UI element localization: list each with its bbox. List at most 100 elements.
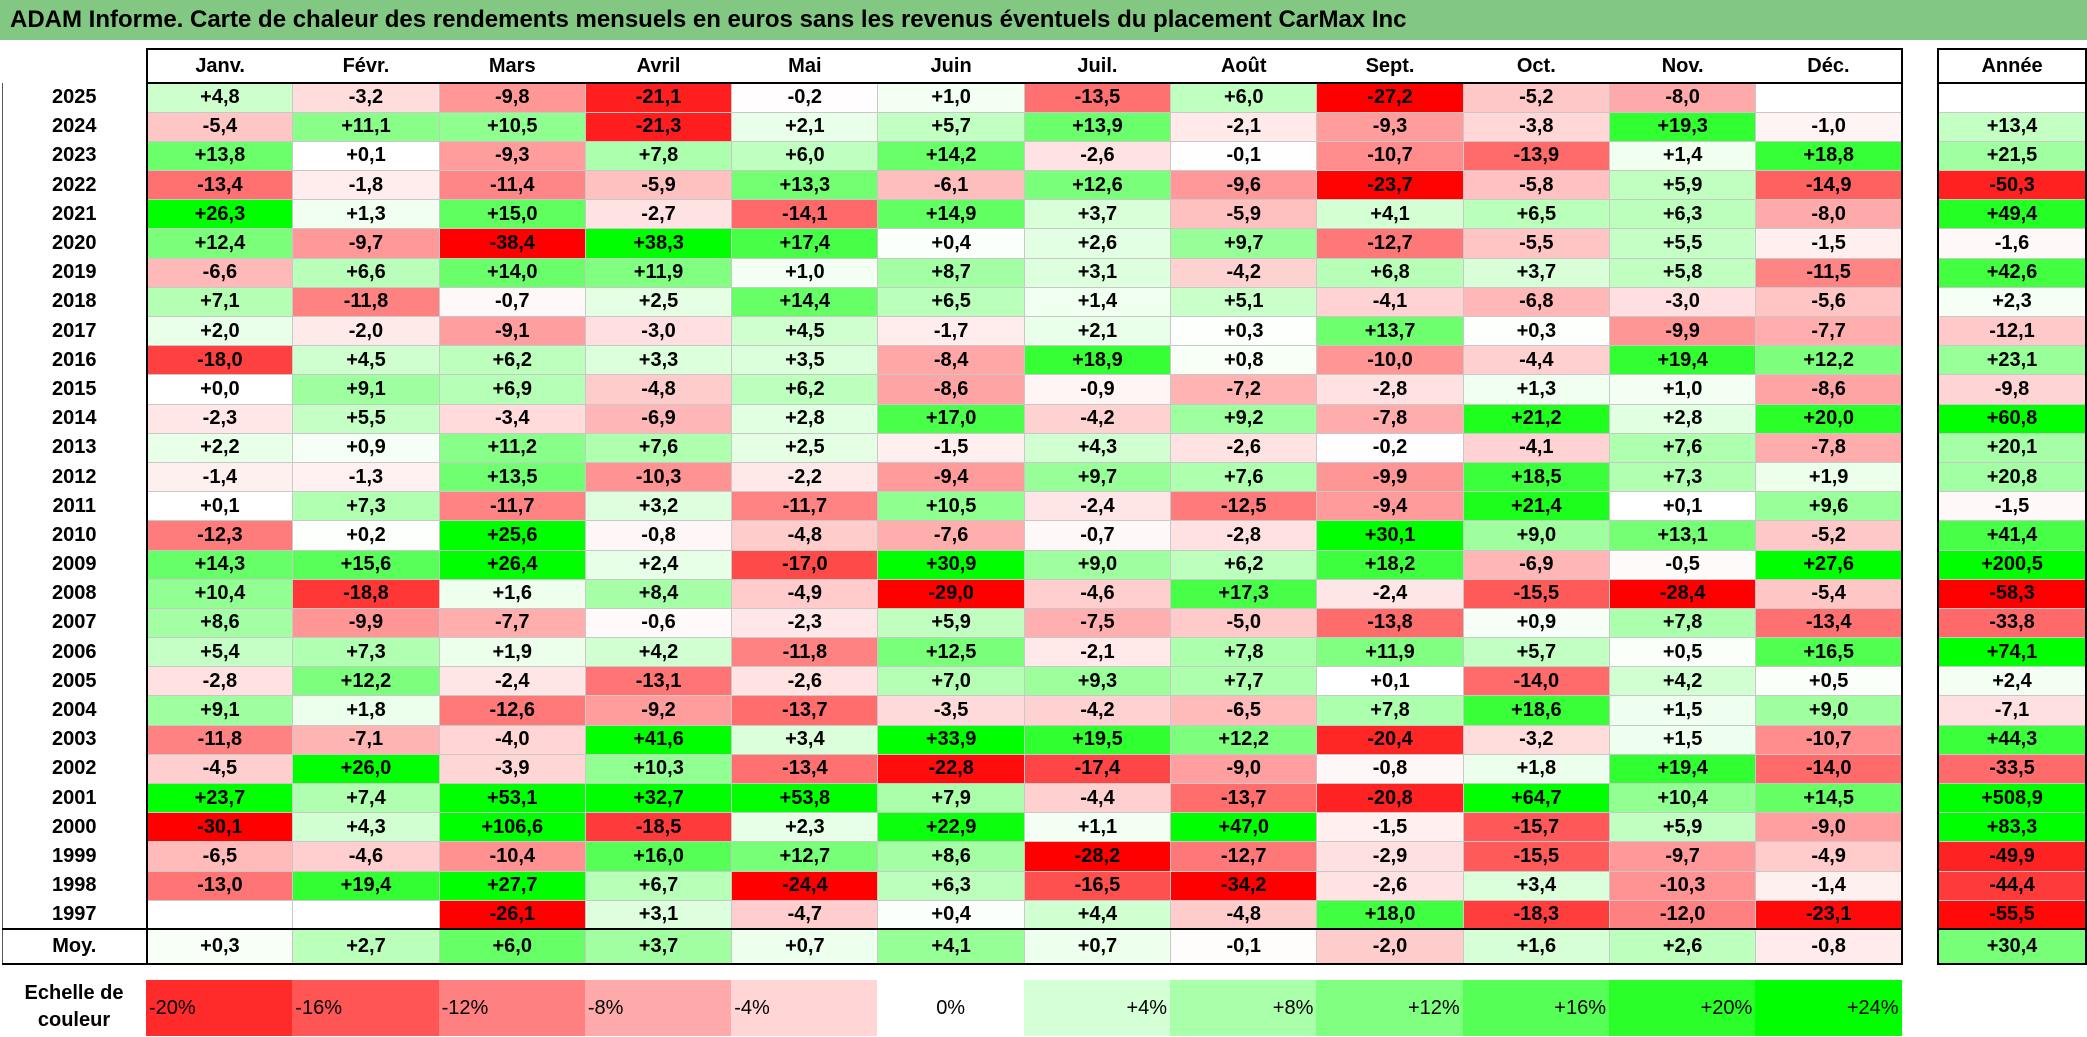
- heat-cell: +9,3: [1024, 666, 1172, 697]
- heat-cell: -16,5: [1024, 871, 1172, 901]
- heat-cell: -6,9: [1463, 550, 1610, 580]
- annual-row: +42,6: [1937, 258, 2087, 288]
- color-scale-swatch: -8%: [584, 980, 732, 1036]
- year-label: 2009: [2, 550, 148, 580]
- heat-cell: +4,1: [1316, 199, 1464, 230]
- heat-cell: +0,4: [877, 228, 1025, 259]
- heat-cell: -4,4: [1024, 783, 1172, 814]
- heat-cell: +4,4: [1024, 900, 1172, 930]
- heat-cell: -1,3: [292, 462, 440, 493]
- heat-cell: +12,5: [877, 637, 1025, 668]
- heat-cell: +6,9: [439, 374, 586, 405]
- annual-row: +21,5: [1937, 141, 2087, 172]
- heat-cell: -2,8: [1316, 374, 1464, 405]
- heat-cell: +7,9: [877, 783, 1025, 814]
- month-header: Janv.: [146, 48, 293, 84]
- heat-cell: +12,2: [1170, 725, 1318, 755]
- heat-cell: +7,4: [292, 783, 440, 814]
- year-label: 2015: [2, 374, 148, 405]
- heat-cell: -9,9: [1609, 316, 1757, 347]
- heat-cell: +10,4: [146, 579, 294, 609]
- heat-cell: +0,1: [1609, 491, 1757, 522]
- heat-cell: +5,9: [877, 608, 1025, 639]
- heat-cell: -7,8: [1755, 433, 1904, 463]
- heat-cell: -15,7: [1463, 812, 1610, 843]
- color-scale-swatch: -16%: [292, 980, 439, 1036]
- heat-cell: +14,9: [877, 199, 1025, 230]
- annual-row: -33,8: [1937, 608, 2087, 639]
- heat-cell: +19,4: [292, 871, 440, 901]
- heat-cell: +0,3: [1170, 316, 1318, 347]
- year-row: 2025 +4,8 -3,2 -9,8 -21,1 -0,2 +1,0 -13,5 +6,0 -2…: [2, 83, 1904, 113]
- chart-title: ADAM Informe. Carte de chaleur des rende…: [0, 0, 2087, 40]
- heat-cell: -17,0: [731, 550, 879, 580]
- heat-cell: -4,8: [731, 520, 879, 551]
- heat-cell: +1,5: [1609, 725, 1757, 755]
- heat-cell: -26,1: [439, 900, 586, 930]
- heat-cell: +26,4: [439, 550, 586, 580]
- heat-cell: -4,4: [1463, 345, 1610, 376]
- heat-cell: -28,2: [1024, 841, 1172, 872]
- heat-cell: -11,7: [731, 491, 879, 522]
- heat-cell: -12,6: [439, 695, 586, 726]
- heat-cell: +13,3: [731, 170, 879, 201]
- heat-cell: -38,4: [439, 228, 586, 259]
- heat-cell: -5,5: [1463, 228, 1610, 259]
- heat-cell: +8,4: [585, 579, 733, 609]
- heat-cell: +15,6: [292, 550, 440, 580]
- heat-cell: -2,4: [1024, 491, 1172, 522]
- color-scale-swatch: -4%: [731, 980, 878, 1036]
- heat-cell: -3,2: [292, 83, 440, 113]
- heat-cell: +1,6: [439, 579, 586, 609]
- year-label: 2000: [2, 812, 148, 842]
- color-scale-swatch: +12%: [1316, 980, 1463, 1036]
- annual-cell: +23,1: [1937, 345, 2087, 376]
- annual-row: [1937, 83, 2087, 113]
- heat-cell: -9,8: [439, 83, 586, 113]
- header-row: Janv. Févr. Mars Avril Mai Juin Juil. Août Sept.…: [2, 48, 1904, 84]
- heat-cell: -23,7: [1316, 170, 1464, 201]
- heat-cell: +18,0: [1316, 900, 1464, 930]
- heat-cell: +19,4: [1609, 754, 1757, 785]
- heat-cell: +0,2: [292, 520, 440, 551]
- heat-cell: +2,4: [585, 550, 733, 580]
- year-row: 1998 -13,0 +19,4 +27,7 +6,7 -24,4 +6,3 -16,5 -34…: [2, 871, 1904, 901]
- annual-cell: +41,4: [1937, 520, 2087, 551]
- heat-cell: +7,0: [877, 666, 1025, 697]
- month-header: Mars: [439, 48, 586, 84]
- heat-cell: -13,0: [146, 871, 294, 901]
- annual-row: +60,8: [1937, 404, 2087, 434]
- annual-cell: +42,6: [1937, 258, 2087, 288]
- year-row: 2001 +23,7 +7,4 +53,1 +32,7 +53,8 +7,9 -4,4 -13,…: [2, 783, 1904, 814]
- heat-cell: -6,8: [1463, 287, 1610, 318]
- heat-cell: +8,6: [146, 608, 294, 639]
- heat-cell: +5,5: [1609, 228, 1757, 259]
- heat-cell: -20,4: [1316, 725, 1464, 755]
- heat-cell: -8,6: [1755, 374, 1904, 405]
- annual-row: +41,4: [1937, 520, 2087, 551]
- heat-cell: +16,5: [1755, 637, 1904, 668]
- annual-cell: +21,5: [1937, 141, 2087, 172]
- heat-cell: +5,4: [146, 637, 294, 668]
- heat-cell: +5,1: [1170, 287, 1318, 318]
- heat-cell: +4,3: [1024, 433, 1172, 463]
- heat-cell: +3,2: [585, 491, 733, 522]
- heat-cell: +2,8: [1609, 404, 1757, 434]
- annual-row: +508,9: [1937, 783, 2087, 814]
- heat-cell: -4,1: [1316, 287, 1464, 318]
- heat-cell: -28,4: [1609, 579, 1757, 609]
- heat-cell: +30,9: [877, 550, 1025, 580]
- heat-cell: +14,5: [1755, 783, 1904, 814]
- heat-cell: -2,3: [146, 404, 294, 434]
- heat-cell: +3,7: [1024, 199, 1172, 230]
- heat-cell: -1,5: [1755, 228, 1904, 259]
- heat-cell: -15,5: [1463, 841, 1610, 872]
- annual-row: -33,5: [1937, 754, 2087, 785]
- heat-cell: -4,7: [731, 900, 879, 930]
- heat-cell: +22,9: [877, 812, 1025, 843]
- heat-cell: -11,4: [439, 170, 586, 201]
- year-row: 2010 -12,3 +0,2 +25,6 -0,8 -4,8 -7,6 -0,7 -2,8 +3…: [2, 520, 1904, 551]
- heat-cell: +5,7: [877, 112, 1025, 142]
- heat-cell: +1,0: [731, 258, 879, 288]
- year-row: 2000 -30,1 +4,3 +106,6 -18,5 +2,3 +22,9 +1,1 +47…: [2, 812, 1904, 843]
